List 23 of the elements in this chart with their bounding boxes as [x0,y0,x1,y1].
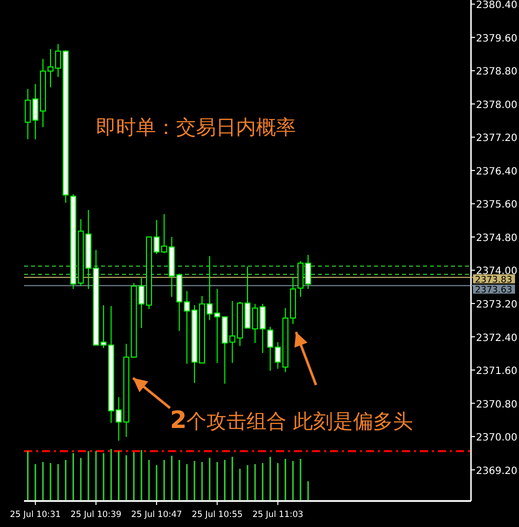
y-tick-label: 2378.80 [476,66,518,78]
y-tick-label: 2376.40 [476,166,518,178]
y-tick-label: 2370.00 [476,432,518,444]
y-tick-label: 2369.20 [476,466,518,477]
x-tick-label: 25 Jul 10:31 [10,510,61,520]
x-tick-label: 25 Jul 10:55 [192,510,243,520]
y-tick-label: 2372.40 [476,332,518,344]
x-tick-label: 25 Jul 10:39 [70,510,122,520]
y-tick-label: 2378.00 [476,100,518,111]
y-tick-label: 2373.20 [476,300,518,311]
x-tick-label: 25 Jul 11:03 [252,510,304,520]
y-tick-label: 2375.60 [476,200,518,211]
ref-line-label: 2373.83 [475,275,512,286]
annotation: 2个攻击组合 此刻是偏多头 [170,406,414,434]
y-tick-label: 2377.20 [476,133,518,144]
y-tick-label: 2380.40 [476,0,518,12]
y-tick-label: 2374.80 [476,232,518,244]
y-tick-label: 2371.60 [476,366,518,378]
annotation: 即时单：交易日内概率 [96,115,296,139]
y-tick-label: 2370.80 [476,399,518,410]
x-tick-label: 25 Jul 10:47 [131,510,182,520]
ref-line-label: 2373.63 [475,286,512,296]
y-tick-label: 2379.60 [476,33,518,44]
